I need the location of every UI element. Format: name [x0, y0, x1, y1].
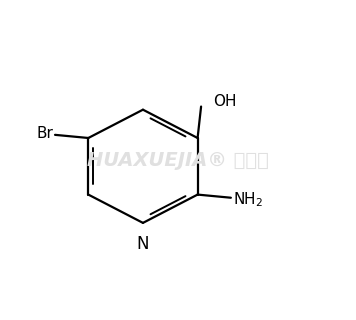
Text: NH$_2$: NH$_2$: [232, 190, 263, 209]
Text: Br: Br: [36, 126, 53, 141]
Text: N: N: [137, 236, 149, 253]
Text: OH: OH: [213, 94, 237, 109]
Text: HUAXUEJIA® 化学加: HUAXUEJIA® 化学加: [87, 150, 269, 170]
